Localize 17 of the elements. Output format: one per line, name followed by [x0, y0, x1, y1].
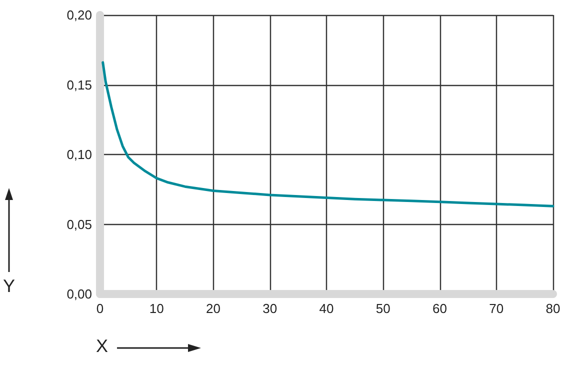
y-tick-label: 0,20	[66, 8, 92, 22]
x-axis-title: X	[96, 336, 108, 356]
y-tick-label: 0,05	[66, 216, 92, 232]
y-tick-label: 0,00	[66, 286, 92, 302]
x-tick-label: 80	[546, 301, 560, 316]
x-tick-label: 70	[489, 301, 504, 316]
x-tick-label: 0	[96, 301, 104, 316]
y-tick-label: 0,15	[66, 77, 92, 92]
x-tick-label: 30	[262, 301, 278, 316]
x-tick-label: 60	[432, 301, 447, 316]
line-series	[102, 61, 554, 208]
x-tick-label: 40	[319, 301, 334, 316]
x-tick-label: 10	[149, 301, 164, 316]
x-tick-label: 50	[376, 301, 390, 316]
x-tick-label: 20	[206, 301, 220, 316]
y-tick-label: 0,10	[66, 147, 92, 162]
y-axis-title: Y	[3, 276, 16, 296]
